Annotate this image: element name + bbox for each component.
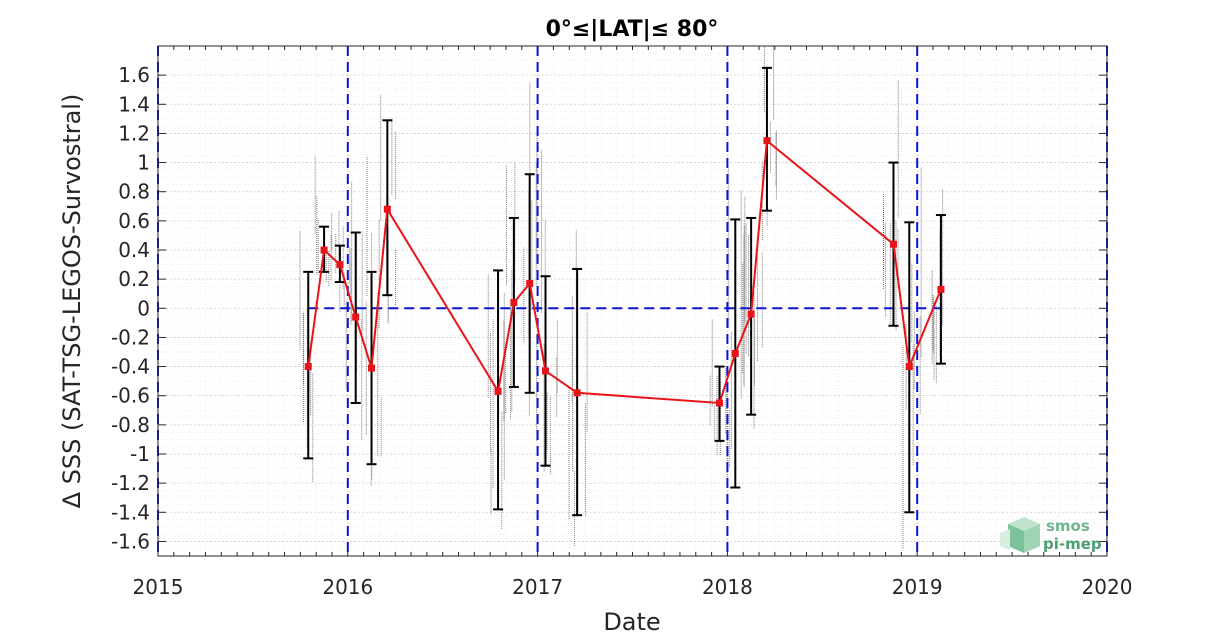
data-point	[573, 389, 581, 397]
x-tick-label: 2020	[1082, 575, 1133, 599]
y-tick-label: 0.8	[118, 180, 150, 204]
data-point	[889, 240, 897, 248]
series-line	[307, 138, 942, 405]
y-tick-labels: 1.6 1.4 1.2 1 0.8 0.6 0.4 0.2 0 -0.2 -0.4 -0.6 -0.8 -…	[111, 63, 150, 553]
smos-pi-mep-logo: smos pi-mep	[1000, 517, 1102, 553]
data-point	[731, 349, 739, 357]
axis-ticks	[157, 46, 1108, 556]
data-point	[368, 364, 376, 372]
series-line-group	[307, 138, 942, 405]
logo-text-smos: smos	[1046, 517, 1090, 535]
data-point	[937, 285, 945, 293]
chart-title: 0°≤|LAT|≤ 80°	[546, 17, 719, 42]
y-tick-label: 1.6	[118, 63, 150, 87]
y-tick-label: -0.8	[111, 413, 150, 437]
x-tick-labels: 2015 2016 2017 2018 2019 2020	[133, 575, 1133, 599]
data-point	[336, 261, 344, 269]
data-point	[510, 298, 518, 306]
x-axis-title: Date	[603, 608, 660, 636]
y-tick-label: -0.4	[111, 355, 150, 379]
y-tick-label: -1	[130, 442, 150, 466]
data-point	[526, 280, 534, 288]
y-tick-label: 0.2	[118, 267, 150, 291]
data-point	[383, 205, 391, 213]
y-tick-label: -1.6	[111, 529, 150, 553]
logo-text-pimep: pi-mep	[1043, 535, 1102, 553]
series-points	[304, 137, 945, 407]
data-point	[494, 387, 502, 395]
x-tick-label: 2016	[322, 575, 373, 599]
y-tick-label: 1.4	[118, 92, 150, 116]
data-scatter	[299, 46, 944, 549]
y-tick-label: 1.2	[118, 121, 150, 145]
x-tick-label: 2017	[512, 575, 563, 599]
y-tick-label: 0	[137, 296, 150, 320]
data-point	[320, 246, 328, 254]
x-tick-label: 2015	[133, 575, 184, 599]
y-tick-label: 0.4	[118, 238, 150, 262]
data-point	[542, 367, 550, 375]
minor-grid	[157, 45, 1108, 557]
x-tick-label: 2018	[702, 575, 753, 599]
logo-cube-icon	[1000, 517, 1040, 553]
data-point	[304, 363, 312, 371]
data-point	[905, 363, 913, 371]
y-tick-label: -0.6	[111, 384, 150, 408]
y-tick-label: -0.2	[111, 325, 150, 349]
data-point	[747, 310, 755, 318]
y-tick-label: -1.2	[111, 471, 150, 495]
y-tick-label: 1	[137, 151, 150, 175]
y-tick-label: -1.4	[111, 500, 150, 524]
data-point	[715, 399, 723, 407]
y-axis-title: Δ SSS (SAT-TSG-LEGOS-Survostral)	[58, 94, 86, 509]
y-tick-label: 0.6	[118, 209, 150, 233]
x-tick-label: 2019	[892, 575, 943, 599]
data-point	[763, 137, 771, 145]
data-point	[352, 313, 360, 321]
